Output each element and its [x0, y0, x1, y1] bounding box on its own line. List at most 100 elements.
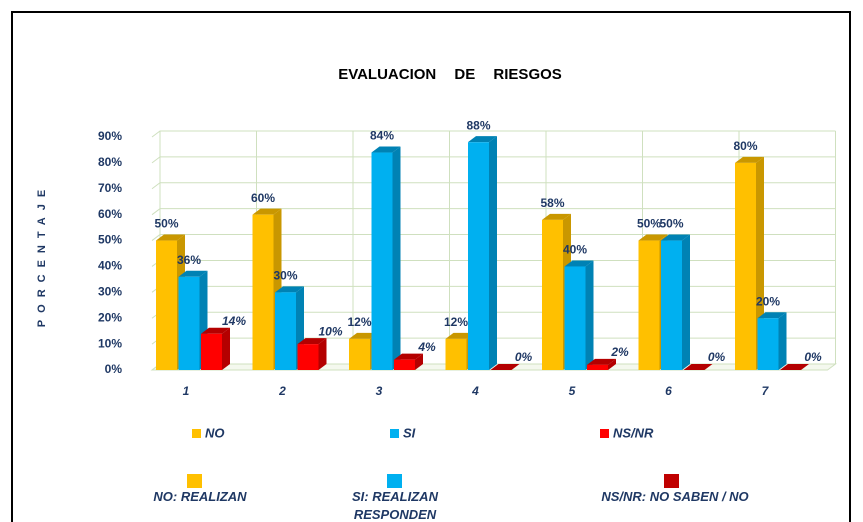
bar [757, 312, 787, 370]
bar [468, 136, 497, 370]
bar-front [638, 240, 660, 370]
chart-title: EVALUACION DE RIESGOS [338, 66, 562, 83]
y-tick-label: 10% [98, 336, 122, 350]
bar-front [735, 162, 756, 370]
data-label: 84% [370, 129, 394, 143]
y-tick-label: 80% [98, 155, 122, 169]
legend-swatch [390, 429, 399, 438]
bar [587, 358, 616, 370]
bar-top [683, 364, 713, 370]
bar-side [222, 327, 230, 370]
bar-top [297, 338, 327, 345]
bar-front [468, 142, 489, 370]
bar-front [371, 152, 393, 370]
frame [11, 11, 851, 522]
bar-top [661, 234, 690, 241]
data-label: 20% [756, 294, 780, 308]
data-label: 40% [563, 243, 587, 257]
y-axis-label: PORCENTAJE [36, 183, 48, 327]
bar-top [780, 364, 809, 370]
note-swatch [387, 474, 402, 488]
bar-top [735, 156, 764, 163]
bar-top [156, 234, 185, 241]
y-tick-label: 40% [98, 259, 122, 273]
y-tick-label: 70% [98, 181, 122, 195]
bar-front [564, 266, 586, 370]
y-tick-label: 90% [98, 129, 122, 143]
bar [490, 364, 520, 370]
bar-front [349, 338, 370, 370]
data-label: 50% [637, 217, 661, 231]
x-tick-label: 1 [183, 384, 190, 398]
y-tick-label: 0% [105, 362, 123, 376]
x-tick-label: 6 [665, 384, 672, 398]
bar-side [318, 338, 327, 370]
y-tick-label: 60% [98, 207, 122, 221]
note-label: NS/NR: NO SABEN / NO [601, 489, 749, 504]
bar-top [468, 136, 497, 143]
bar-top [252, 208, 282, 215]
bar-side [585, 260, 594, 370]
data-label: 12% [444, 315, 468, 329]
bar [201, 327, 230, 370]
legend-swatch [600, 429, 609, 438]
data-label: 36% [177, 253, 201, 267]
bar-front [394, 359, 415, 370]
legend-swatch [192, 429, 201, 438]
data-label: 60% [251, 191, 275, 205]
bar-front [201, 333, 222, 370]
legend-label: SI [403, 425, 416, 440]
bar [683, 364, 713, 370]
bar-front [178, 276, 200, 370]
bar [780, 364, 809, 370]
data-label: 80% [733, 139, 757, 153]
bar-side [392, 146, 401, 370]
data-label: 0% [804, 350, 822, 364]
y-tick-label: 30% [98, 285, 122, 299]
note-swatch [187, 474, 202, 488]
bar [297, 338, 327, 370]
data-label: 58% [540, 196, 564, 210]
bar-front [275, 292, 296, 370]
bar [394, 353, 423, 370]
data-label: 50% [154, 217, 178, 231]
bar-front [757, 318, 779, 370]
data-label: 0% [515, 350, 533, 364]
data-label: 4% [417, 340, 436, 354]
y-tick-label: 20% [98, 310, 122, 324]
bar-front [542, 219, 563, 370]
bar-front [297, 344, 319, 370]
data-label: 14% [222, 314, 246, 328]
bar-top [564, 260, 594, 267]
x-tick-label: 3 [376, 384, 383, 398]
data-label: 30% [273, 269, 297, 283]
bar-side [682, 234, 690, 370]
bar-front [252, 214, 274, 370]
data-label: 0% [708, 350, 726, 364]
bar-front [587, 364, 608, 370]
bar-top [542, 213, 571, 220]
bar-top [490, 364, 520, 370]
bar [371, 146, 401, 370]
x-tick-label: 7 [762, 384, 770, 398]
bar-top [587, 358, 616, 365]
bar-top [371, 146, 401, 153]
bar-top [394, 353, 423, 360]
bar-front [445, 338, 467, 370]
bar-side [608, 358, 616, 370]
x-tick-label: 5 [569, 384, 576, 398]
bar-top [638, 234, 668, 241]
grid-line [151, 130, 836, 138]
bar-top [178, 270, 208, 277]
legend-label: NO [205, 425, 225, 440]
bar [661, 234, 690, 370]
data-label: 50% [659, 217, 683, 231]
data-label: 10% [318, 324, 342, 338]
data-label: 12% [347, 315, 371, 329]
bar-top [349, 332, 378, 339]
x-tick-label: 4 [471, 384, 479, 398]
data-label: 2% [610, 345, 629, 359]
bar-side [489, 136, 497, 370]
